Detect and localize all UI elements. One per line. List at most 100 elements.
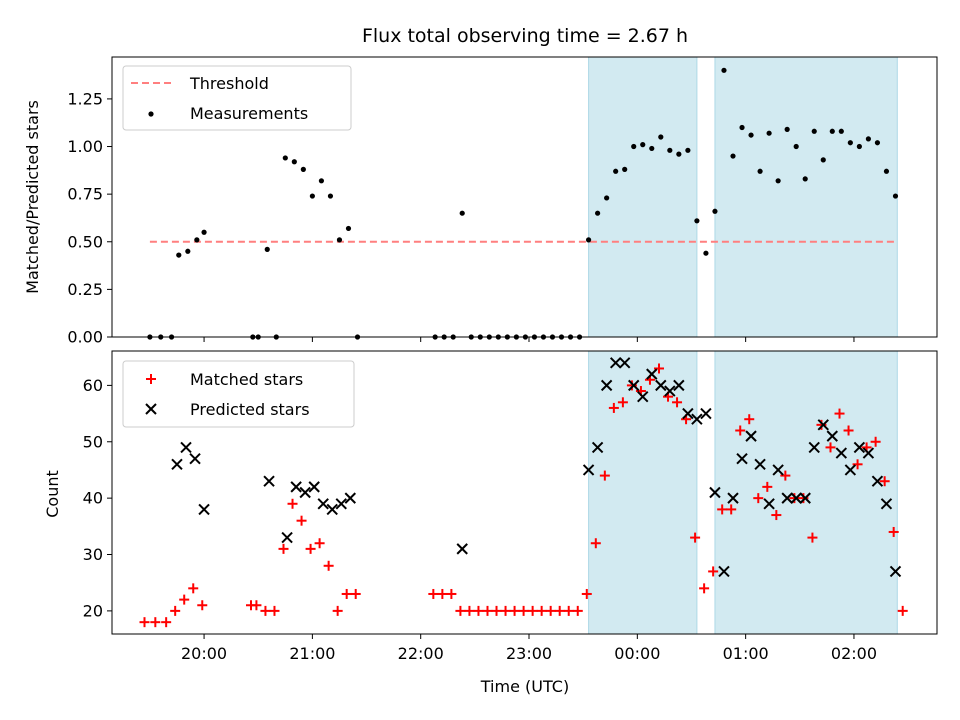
measurement-point (883, 168, 890, 174)
top-y-tick-label: 0.50 (67, 232, 103, 251)
measurement-point (784, 126, 790, 132)
measurement-point (345, 225, 352, 232)
matched-star-point (260, 605, 271, 616)
predicted-star-point (826, 430, 839, 442)
measurement-point (291, 159, 297, 165)
matched-star-point (807, 532, 818, 543)
matched-star-point (554, 605, 565, 616)
matched-star-point (888, 526, 899, 537)
top-y-tick-label: 0.00 (67, 328, 103, 347)
matched-star-point (897, 605, 908, 616)
measurement-point (658, 134, 664, 140)
measurement-point (775, 178, 781, 184)
predicted-star-point (871, 475, 884, 487)
predicted-star-point (880, 498, 893, 510)
measurement-point (748, 132, 754, 138)
measurement-point (865, 136, 872, 142)
x-tick-label: 22:00 (398, 644, 444, 663)
matched-star-point (690, 532, 701, 543)
matched-star-point (428, 588, 439, 599)
predicted-star-point (799, 492, 811, 504)
predicted-star-point (290, 481, 302, 493)
top-y-axis-label: Matched/Predicted stars (23, 100, 42, 294)
measurement-point (649, 145, 655, 152)
measurement-point (640, 142, 646, 148)
measurement-point (874, 140, 881, 146)
predicted-star-point (308, 481, 320, 493)
predicted-star-point (637, 390, 649, 403)
x-tick-label: 21:00 (289, 644, 335, 663)
top-axes-frame (111, 56, 938, 338)
bottom-legend-box (122, 360, 355, 428)
predicted-star-point (609, 357, 622, 369)
matched-star-point (536, 605, 547, 616)
predicted-star-point (189, 452, 201, 465)
predicted-star-point (299, 486, 311, 499)
measurement-point (829, 128, 835, 134)
matched-star-point (780, 470, 791, 481)
bottom-y-tick-label: 20 (83, 601, 103, 620)
predicted-star-point (618, 357, 631, 369)
matched-star-point (816, 419, 827, 430)
matched-star-point (188, 583, 199, 594)
matched-star-point (545, 605, 556, 616)
matched-star-point (527, 605, 538, 616)
matched-star-point (771, 510, 782, 521)
top-legend-box (122, 65, 352, 131)
matched-star-point (726, 504, 737, 515)
measurement-point (264, 246, 270, 252)
measurement-point (694, 218, 700, 224)
bottom-y-tick-label: 30 (83, 545, 103, 564)
measurement-point (622, 166, 628, 172)
bottom-y-tick-label: 40 (83, 489, 103, 508)
predicted-star-point (736, 452, 748, 465)
top-y-tick-label: 0.75 (67, 185, 103, 204)
predicted-star-point (790, 492, 802, 504)
measurement-point (595, 210, 601, 216)
measurement-point (793, 143, 799, 150)
matched-star-point (305, 543, 316, 554)
highlight-span-top-1 (714, 56, 898, 338)
measurement-point (802, 176, 808, 182)
measurement-point (300, 166, 306, 172)
matched-star-point (717, 504, 728, 515)
measurement-point (318, 178, 325, 184)
top-panel: 0.00 0.25 0.50 0.75 1.00 1.25 Threshold Measure… (67, 56, 938, 347)
measurement-point (309, 193, 315, 199)
measurement-point (185, 248, 191, 254)
matched-star-point (879, 476, 890, 487)
matched-star-point (287, 498, 298, 509)
matched-star-point (699, 583, 710, 594)
matched-star-point (608, 402, 619, 413)
highlight-span-bottom-1 (714, 350, 898, 635)
measurement-point (757, 168, 763, 174)
matched-star-point (744, 414, 755, 425)
predicted-star-point (745, 430, 757, 442)
matched-star-point (626, 380, 637, 391)
legend-matched-swatch (146, 374, 156, 384)
predicted-star-point (591, 441, 604, 454)
predicted-star-point (817, 419, 829, 431)
predicted-star-point (727, 492, 739, 504)
measurement-point (685, 147, 691, 153)
top-y-tick-label: 0.25 (67, 280, 103, 299)
predicted-star-point (772, 464, 784, 476)
matched-star-point (464, 605, 475, 616)
predicted-star-point (600, 379, 613, 392)
measurement-point (856, 143, 862, 150)
legend-matched-label: Matched stars (190, 370, 303, 389)
measurement-point (667, 147, 673, 153)
predicted-star-point (281, 531, 293, 544)
matched-star-point (735, 425, 746, 436)
x-tick-label: 02:00 (831, 644, 877, 663)
predicted-star-point (344, 492, 357, 504)
predicted-star-point (709, 486, 721, 499)
matched-star-point (482, 605, 493, 616)
measurement-point (820, 157, 826, 163)
predicted-star-point (655, 379, 667, 392)
predicted-star-point (628, 379, 640, 392)
predicted-star-point (808, 441, 820, 454)
matched-star-point (491, 605, 502, 616)
highlight-span-bottom-0 (588, 350, 698, 635)
matched-star-point (455, 605, 466, 616)
